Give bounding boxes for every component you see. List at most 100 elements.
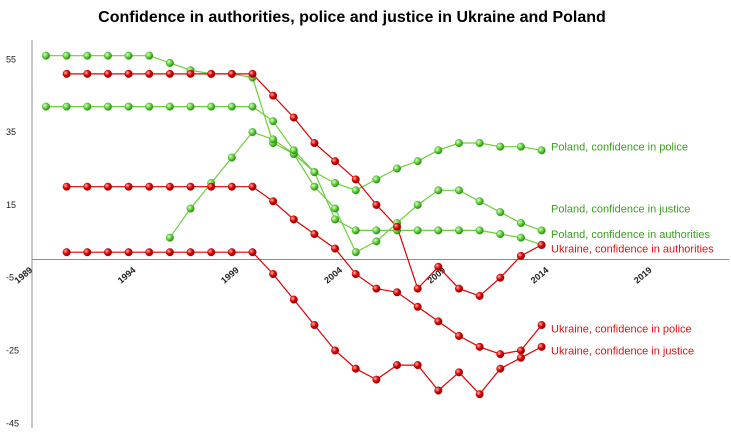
data-point xyxy=(413,302,422,311)
data-point xyxy=(124,69,133,78)
data-point xyxy=(227,182,236,191)
y-tick-label: 15 xyxy=(6,200,16,210)
data-point xyxy=(537,240,546,249)
data-point xyxy=(413,226,422,235)
data-point xyxy=(455,226,464,235)
data-point xyxy=(145,182,154,191)
data-point xyxy=(372,284,381,293)
data-point xyxy=(165,58,174,67)
data-point xyxy=(331,179,340,188)
data-point xyxy=(186,69,195,78)
series-line xyxy=(66,73,542,297)
series-label: Poland, confidence in police xyxy=(551,142,688,154)
data-point xyxy=(372,175,381,184)
data-point xyxy=(227,248,236,257)
data-point xyxy=(289,215,298,224)
data-point xyxy=(351,270,360,279)
data-point xyxy=(145,69,154,78)
data-point xyxy=(331,215,340,224)
y-tick-label: -25 xyxy=(6,346,19,356)
x-tick-label: 1989 xyxy=(13,265,35,286)
data-point xyxy=(475,390,484,399)
data-point xyxy=(496,208,505,217)
data-point xyxy=(83,102,92,111)
data-point xyxy=(372,237,381,246)
data-point xyxy=(62,51,71,60)
data-point xyxy=(124,51,133,60)
data-point xyxy=(496,230,505,239)
data-point xyxy=(269,91,278,100)
data-point xyxy=(331,157,340,166)
data-point xyxy=(496,273,505,282)
data-point xyxy=(372,375,381,384)
series-label: Poland, confidence in justice xyxy=(551,204,690,216)
data-point xyxy=(248,128,257,137)
data-point xyxy=(289,113,298,122)
series-line xyxy=(66,186,543,355)
x-tick-label: 1994 xyxy=(116,265,138,286)
x-tick-label: 2019 xyxy=(632,265,654,286)
data-point xyxy=(186,182,195,191)
data-point xyxy=(413,284,422,293)
data-point xyxy=(331,244,340,253)
chart-title: Confidence in authorities, police and ju… xyxy=(98,9,606,26)
data-point xyxy=(413,200,422,209)
data-point xyxy=(516,142,525,151)
data-point xyxy=(248,248,257,257)
data-point xyxy=(434,386,443,395)
data-point xyxy=(455,186,464,195)
data-point xyxy=(310,168,319,177)
data-point xyxy=(455,331,464,340)
y-tick-label: -5 xyxy=(6,273,14,283)
data-point xyxy=(475,197,484,206)
data-point xyxy=(393,288,402,297)
data-point xyxy=(62,248,71,257)
data-point xyxy=(393,164,402,173)
data-point xyxy=(62,69,71,78)
data-point xyxy=(207,69,216,78)
series-labels: Poland, confidence in police Poland, conf… xyxy=(551,142,714,358)
data-point xyxy=(83,248,92,257)
data-point xyxy=(516,346,525,355)
data-point xyxy=(351,226,360,235)
data-point xyxy=(455,368,464,377)
data-point xyxy=(227,69,236,78)
data-point xyxy=(186,248,195,257)
data-point xyxy=(42,51,51,60)
data-point xyxy=(248,182,257,191)
data-point xyxy=(207,102,216,111)
data-point xyxy=(537,226,546,235)
series-line xyxy=(46,106,542,246)
data-point xyxy=(455,139,464,148)
data-point xyxy=(124,182,133,191)
data-point xyxy=(207,182,216,191)
data-point xyxy=(434,146,443,155)
data-point xyxy=(227,102,236,111)
data-point xyxy=(372,200,381,209)
data-point xyxy=(331,346,340,355)
data-point xyxy=(83,51,92,60)
x-tick-label: 1999 xyxy=(219,265,241,286)
series-label: Ukraine, confidence in police xyxy=(551,324,692,336)
data-point xyxy=(310,139,319,148)
data-point xyxy=(145,102,154,111)
data-point xyxy=(475,226,484,235)
data-point xyxy=(434,226,443,235)
data-point xyxy=(310,182,319,191)
data-point xyxy=(165,182,174,191)
data-point xyxy=(269,270,278,279)
y-tick-label: -45 xyxy=(6,418,19,428)
data-point xyxy=(496,364,505,373)
data-point xyxy=(393,361,402,370)
data-point xyxy=(434,186,443,195)
data-point xyxy=(475,291,484,300)
data-point xyxy=(186,102,195,111)
data-point xyxy=(165,102,174,111)
data-point xyxy=(516,353,525,362)
data-point xyxy=(145,248,154,257)
data-point xyxy=(289,146,298,155)
data-point xyxy=(516,219,525,228)
x-tick-label: 2004 xyxy=(322,265,344,286)
data-point xyxy=(289,295,298,304)
data-point xyxy=(103,69,112,78)
